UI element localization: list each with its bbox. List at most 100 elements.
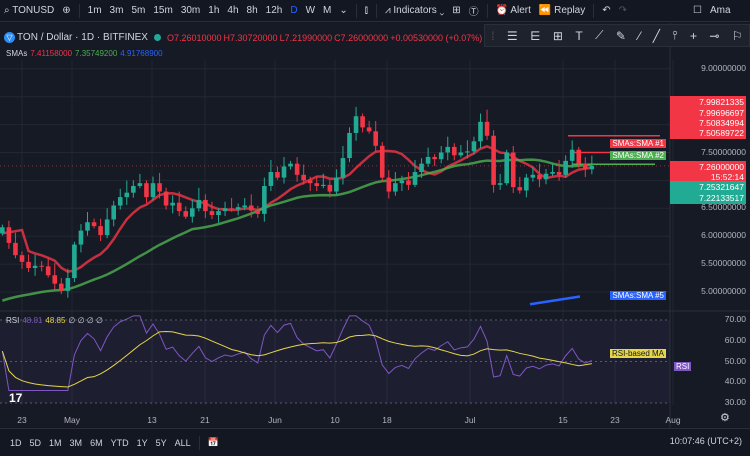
range-1Y[interactable]: 1Y	[136, 437, 148, 448]
redo-icon[interactable]: ↷	[618, 5, 628, 16]
checkbox-icon[interactable]: ☐	[693, 5, 702, 16]
timeframe-M[interactable]: M	[323, 5, 332, 16]
indicators-button[interactable]: ⩘ Indicators ⌄	[384, 5, 445, 16]
candle-body	[170, 202, 175, 206]
timeframe-12h[interactable]: 12h	[265, 5, 283, 16]
candle-body	[537, 174, 542, 180]
candle-body	[347, 132, 352, 159]
candle-body	[510, 152, 516, 188]
candle-body	[491, 135, 496, 185]
flag-icon[interactable]: ⚐	[731, 28, 743, 43]
templates-icon[interactable]: Ⓣ	[468, 7, 479, 18]
candle-body	[327, 184, 333, 192]
symbol-label: TONUSD	[12, 5, 55, 16]
candle-body	[117, 197, 123, 206]
price-axis-label: 5.00000000	[701, 286, 746, 296]
candle-body	[340, 158, 346, 178]
brush-icon[interactable]: ✎	[615, 28, 626, 43]
rsi-value: 48.01	[22, 316, 43, 325]
timeframe-8h[interactable]: 8h	[246, 5, 258, 16]
ohlc-open: O7.26010000	[166, 32, 222, 43]
timeframe-3m[interactable]: 3m	[109, 5, 124, 16]
trend-line-icon[interactable]: ⟋	[595, 28, 604, 42]
undo-icon[interactable]: ↶	[602, 5, 611, 16]
sma1-value: 7.41158000	[30, 49, 73, 58]
chevron-down-icon[interactable]: ⌄	[339, 5, 348, 16]
candle-body	[104, 219, 110, 236]
candle-body	[379, 145, 385, 178]
horizontal-lines-icon[interactable]: ☰	[506, 28, 518, 43]
sma2-value: 7.35749200	[75, 49, 118, 58]
candle-body	[425, 156, 431, 164]
timeframe-15m[interactable]: 15m	[153, 5, 173, 16]
candle-body	[550, 172, 555, 174]
clock[interactable]: 10:07:46 (UTC+2)	[669, 436, 742, 446]
timeframe-1m[interactable]: 1m	[87, 5, 102, 16]
price-chart[interactable]	[0, 0, 750, 428]
sma-label: SMAs	[6, 49, 28, 58]
alert-button[interactable]: ⏰ Alert	[495, 5, 531, 16]
candle-body	[91, 222, 97, 227]
range-6M[interactable]: 6M	[90, 437, 103, 448]
text-icon[interactable]: T	[575, 28, 583, 43]
time-axis-label: 23	[17, 415, 27, 425]
drag-handle-icon[interactable]: ⁞	[491, 28, 495, 43]
candle-body	[445, 146, 451, 153]
candle-body	[353, 116, 359, 133]
sma-legend[interactable]: SMAs 7.41158000 7.35749200 4.91768900	[6, 49, 163, 58]
time-axis-label: 21	[200, 415, 210, 425]
range-3M[interactable]: 3M	[69, 437, 83, 448]
range-5Y[interactable]: 5Y	[155, 437, 167, 448]
candle-body	[229, 208, 234, 210]
range-ALL[interactable]: ALL	[174, 437, 191, 448]
price-axis-label: 9.00000000	[701, 62, 746, 73]
symbol-search[interactable]: ⌕ TONUSD	[4, 5, 55, 16]
timeframe-4h[interactable]: 4h	[227, 5, 239, 16]
price-tag: 7.50589722	[670, 127, 746, 139]
pen-icon[interactable]: ⁄	[638, 28, 641, 43]
candle-body	[484, 121, 490, 136]
settings-gear-icon[interactable]: ⚙	[720, 412, 730, 424]
frame-icon[interactable]: ⊞	[552, 28, 563, 43]
candles-icon[interactable]: ⫾	[364, 5, 368, 16]
range-5D[interactable]: 5D	[29, 437, 42, 448]
layouts-icon[interactable]: ⊞	[452, 5, 461, 16]
timeframe-W[interactable]: W	[305, 5, 316, 16]
candle-body	[190, 208, 195, 217]
user-label[interactable]: Ama	[710, 5, 731, 16]
range-1D[interactable]: 1D	[10, 437, 22, 448]
rsi-legend[interactable]: RSI 48.01 48.85 ∅ ∅ ∅ ∅	[6, 316, 103, 325]
candle-body	[137, 183, 143, 186]
candle-body	[386, 177, 392, 192]
horizontal-ray-icon[interactable]: ⊸	[709, 28, 720, 43]
candle-body	[419, 163, 424, 173]
fib-icon[interactable]: ⋿	[530, 28, 541, 43]
candle-body	[321, 184, 326, 186]
compare-plus-icon[interactable]: ⊕	[62, 5, 71, 16]
drawing-toolbar: ⁞ ☰ ⋿ ⊞ T ⟋ ✎ ⁄ ╱ ⫯ + ⊸ ⚐	[484, 24, 750, 47]
vertical-line-icon[interactable]: ⫯	[672, 28, 678, 42]
candle-body	[268, 172, 274, 186]
candle-body	[222, 208, 228, 212]
rsi-axis-label: 70.00	[724, 314, 746, 324]
timeframe-D[interactable]: D	[290, 5, 298, 16]
sma5-value: 4.91768900	[120, 49, 163, 58]
time-axis-label: Aug	[665, 415, 681, 425]
replay-button[interactable]: ⏪ Replay	[538, 5, 586, 16]
candle-body	[13, 242, 18, 256]
date-range-calendar-icon[interactable]: 📅	[207, 437, 219, 447]
candle-body	[98, 226, 103, 236]
line-icon[interactable]: ╱	[652, 28, 660, 43]
candle-body	[412, 172, 418, 185]
sma2-label: SMAs:SMA #2	[610, 151, 666, 160]
candle-body	[307, 180, 313, 184]
range-YTD[interactable]: YTD	[110, 437, 129, 448]
candle-body	[334, 177, 339, 192]
timeframe-30m[interactable]: 30m	[180, 5, 201, 16]
timeframe-1h[interactable]: 1h	[208, 5, 220, 16]
candle-body	[209, 211, 215, 215]
range-1M[interactable]: 1M	[49, 437, 62, 448]
timeframe-5m[interactable]: 5m	[131, 5, 146, 16]
chart-area[interactable]	[0, 23, 750, 427]
crosshair-icon[interactable]: +	[690, 28, 698, 43]
